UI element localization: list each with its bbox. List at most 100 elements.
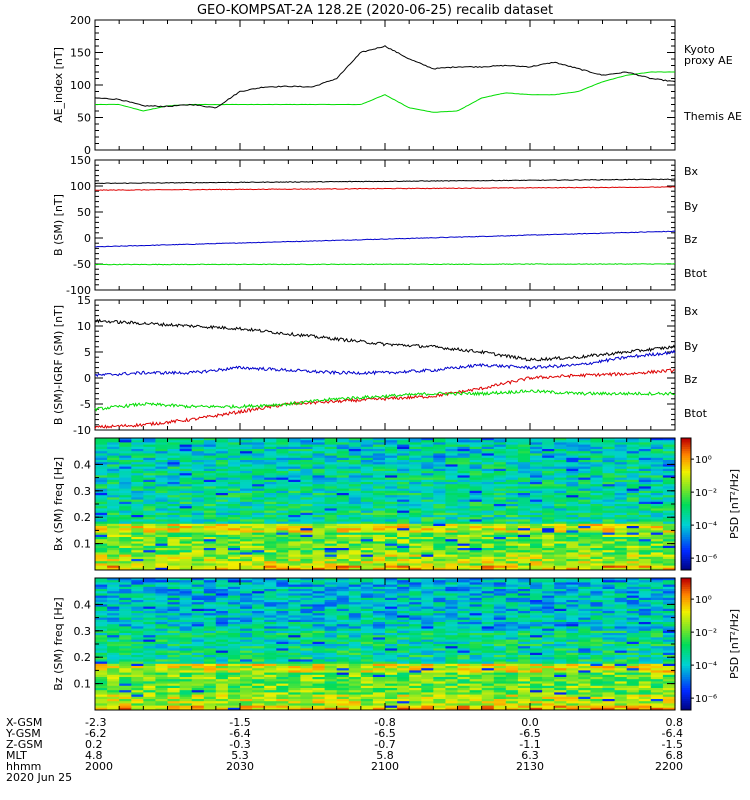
spectrogram-cell — [638, 565, 652, 569]
spectrogram-cell — [542, 593, 555, 596]
spectrogram-cell — [493, 543, 507, 547]
spectrogram-cell — [227, 497, 241, 500]
spectrogram-cell — [312, 526, 326, 529]
spectrogram-cell — [626, 512, 640, 516]
spectrogram-cell — [203, 534, 217, 538]
spectrogram-cell — [336, 608, 350, 612]
spectrogram-cell — [626, 442, 640, 445]
spectrogram-cell — [493, 541, 507, 544]
spectrogram-cell — [300, 490, 314, 494]
spectrogram-cell — [95, 637, 108, 640]
spectrogram-cell — [469, 552, 483, 555]
spectrogram-cell — [252, 615, 265, 618]
spectrogram-cell — [119, 545, 132, 549]
spectrogram-cell — [215, 550, 229, 553]
spectrogram-cell — [131, 451, 144, 454]
spectrogram-cell — [107, 584, 120, 588]
spectrogram-cell — [155, 493, 169, 496]
spectrogram-cell — [554, 457, 567, 461]
spectrogram-cell — [131, 475, 144, 478]
spectrogram-cell — [385, 457, 398, 461]
colorbar-step — [681, 519, 691, 523]
spectrogram-cell — [542, 501, 555, 505]
spectrogram-cell — [397, 471, 410, 474]
spectrogram-cell — [421, 582, 434, 585]
spectrogram-cell — [288, 633, 301, 636]
spectrogram-cell — [397, 561, 410, 564]
spectrogram-cell — [143, 523, 156, 527]
spectrogram-cell — [385, 580, 398, 583]
spectrogram-cell — [227, 446, 241, 450]
spectrogram-cell — [276, 466, 289, 470]
spectrogram-cell — [493, 460, 507, 463]
spectrogram-cell — [227, 622, 241, 625]
spectrogram-cell — [227, 466, 241, 470]
spectrogram-cell — [143, 646, 156, 649]
spectrogram-cell — [155, 641, 169, 645]
spectrogram-cell — [167, 608, 181, 612]
spectrogram-cell — [143, 468, 156, 472]
spectrogram-cell — [324, 493, 338, 496]
spectrogram-cell — [227, 561, 241, 564]
b-igrf-bx-line — [94, 349, 676, 378]
spectrogram-cell — [276, 462, 289, 465]
spectrogram-cell — [614, 455, 628, 459]
spectrogram-cell — [457, 457, 471, 461]
spectrogram-cell — [348, 578, 362, 581]
spectrogram-cell — [360, 611, 374, 614]
spectrogram-cell — [288, 608, 301, 612]
spectrogram-cell — [276, 438, 289, 441]
spectrogram-cell — [542, 644, 555, 647]
spectrogram-cell — [578, 611, 591, 614]
spectrogram-cell — [372, 648, 386, 651]
spectrogram-cell — [457, 539, 471, 542]
spectrogram-cell — [179, 464, 193, 467]
spectrogram-cell — [626, 639, 640, 643]
spectrogram-cell — [614, 497, 628, 500]
spectrogram-cell — [566, 451, 579, 454]
spectrogram-cell — [566, 563, 579, 566]
spectrogram-cell — [167, 497, 181, 500]
spectrogram-cell — [191, 530, 205, 533]
spectrogram-cell — [517, 462, 531, 465]
spectrogram-cell — [457, 453, 471, 456]
spectrogram-cell — [638, 604, 652, 607]
spectrogram-cell — [155, 444, 169, 448]
spectrogram-cell — [240, 586, 253, 590]
spectrogram-cell — [638, 611, 652, 614]
spectrogram-cell — [155, 501, 169, 505]
spectrogram-cell — [348, 455, 362, 459]
spectrogram-cell — [433, 619, 446, 623]
spectrogram-cell — [445, 543, 459, 547]
spectrogram-cell — [481, 580, 495, 583]
spectrogram-cell — [409, 637, 422, 640]
spectrogram-cell — [179, 490, 193, 494]
spectrogram-cell — [336, 613, 350, 616]
spectrogram-cell — [372, 611, 386, 614]
spectrogram-cell — [131, 541, 144, 544]
spectrogram-cell — [421, 484, 434, 487]
spectrogram-cell — [614, 561, 628, 564]
spectrogram-cell — [312, 646, 326, 649]
colorbar-step — [681, 451, 691, 454]
colorbar-step — [681, 537, 691, 540]
spectrogram-cell — [662, 617, 676, 621]
spectrogram-cell — [566, 615, 579, 618]
spectrogram-cell — [445, 644, 459, 647]
spectrogram-cell — [372, 466, 386, 470]
spectrogram-cell — [517, 446, 531, 450]
spectrogram-cell — [638, 556, 652, 560]
spectrogram-cell — [336, 648, 350, 651]
spectrogram-cell — [324, 602, 338, 605]
spectrogram-cell — [602, 497, 616, 500]
spectrogram-cell — [397, 552, 410, 555]
spectrogram-cell — [215, 482, 229, 485]
spectrogram-cell — [650, 646, 664, 649]
spectrogram-cell — [566, 635, 579, 638]
spectrogram-cell — [203, 486, 217, 489]
spectrogram-cell — [530, 519, 543, 522]
spectrogram-cell — [288, 501, 301, 505]
spectrogram-cell — [493, 526, 507, 529]
spectrogram-cell — [360, 613, 374, 616]
spectrogram-cell — [155, 438, 169, 441]
